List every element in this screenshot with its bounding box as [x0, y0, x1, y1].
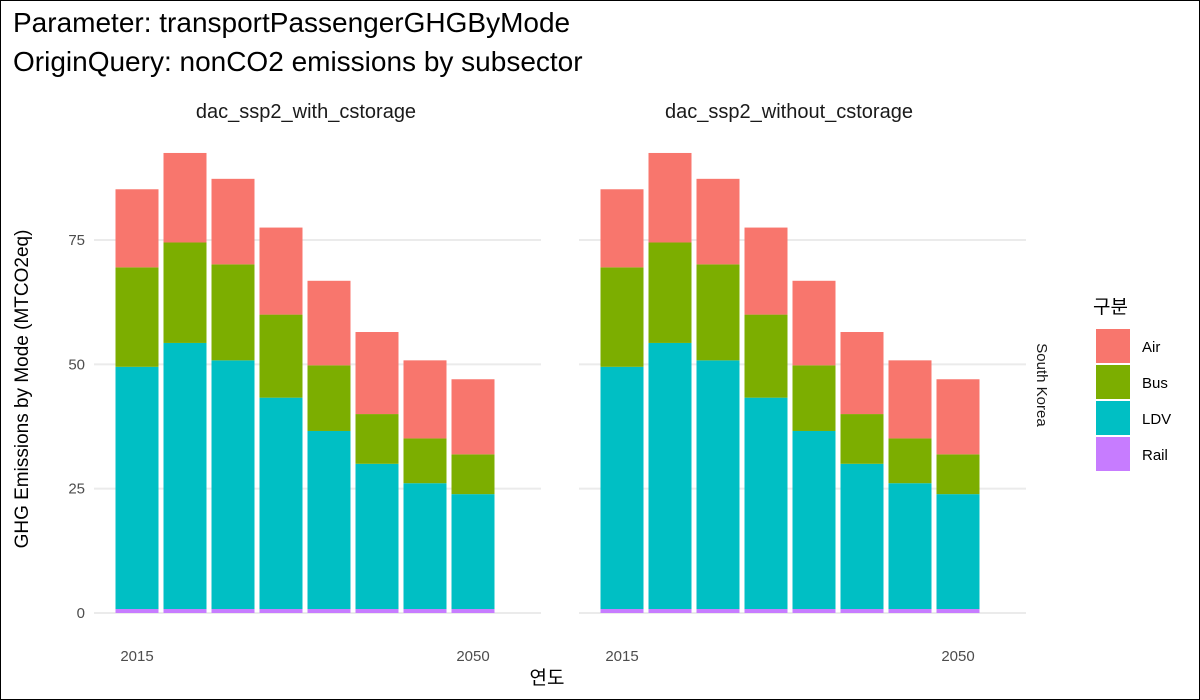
- bar-bus-2040-panel2: [840, 414, 884, 464]
- bar-air-2040-panel1: [355, 332, 399, 415]
- chart-title: Parameter: transportPassengerGHGByMode O…: [13, 7, 583, 77]
- bar-air-2035-panel1: [307, 280, 351, 366]
- bar-rail-2025-panel2: [696, 609, 740, 613]
- bar-rail-2015-panel1: [115, 609, 159, 613]
- legend: 구분 Air Bus LDV Rail: [1093, 297, 1171, 471]
- bar-air-2050-panel2: [936, 379, 980, 455]
- bar-rail-2030-panel1: [259, 609, 303, 613]
- bar-air-2045-panel1: [403, 360, 447, 439]
- bar-air-2025-panel1: [211, 178, 255, 265]
- bar-bus-2040-panel1: [355, 414, 399, 464]
- bar-rail-2040-panel2: [840, 609, 884, 613]
- bar-air-2030-panel1: [259, 227, 303, 315]
- bar-bus-2030-panel1: [259, 314, 303, 398]
- x-tick-label-2050-panel2: 2050: [941, 648, 974, 665]
- bar-ldv-2040-panel1: [355, 463, 399, 610]
- bar-air-2050-panel1: [451, 379, 495, 455]
- legend-label-air: Air: [1142, 339, 1160, 356]
- bar-ldv-2025-panel2: [696, 360, 740, 610]
- bars: [115, 152, 980, 613]
- y-axis-ticks: 0 25 50 75: [68, 232, 85, 622]
- bar-bus-2045-panel1: [403, 438, 447, 484]
- bar-rail-2020-panel1: [163, 609, 207, 613]
- bar-bus-2035-panel2: [792, 365, 836, 431]
- bar-ldv-2040-panel2: [840, 463, 884, 610]
- x-tick-label-2050-panel1: 2050: [456, 648, 489, 665]
- bar-rail-2045-panel1: [403, 609, 447, 613]
- bar-bus-2015-panel1: [115, 267, 159, 367]
- legend-swatch-air: [1096, 329, 1130, 363]
- y-tick-label-75: 75: [68, 232, 85, 249]
- bar-bus-2050-panel2: [936, 454, 980, 495]
- bar-rail-2035-panel2: [792, 609, 836, 613]
- row-strip-label: South Korea: [1033, 343, 1050, 427]
- bar-air-2020-panel2: [648, 152, 692, 243]
- x-axis-title: 연도: [530, 667, 565, 689]
- bar-bus-2015-panel2: [600, 267, 644, 367]
- bar-bus-2025-panel1: [211, 264, 255, 361]
- legend-swatch-rail: [1096, 437, 1130, 471]
- bar-ldv-2050-panel2: [936, 494, 980, 610]
- bar-ldv-2050-panel1: [451, 494, 495, 610]
- bar-ldv-2025-panel1: [211, 360, 255, 610]
- bar-ldv-2030-panel2: [744, 397, 788, 610]
- bar-air-2040-panel2: [840, 332, 884, 415]
- bar-rail-2045-panel2: [888, 609, 932, 613]
- y-axis-title: GHG Emissions by Mode (MTCO2eq): [12, 230, 33, 549]
- legend-label-rail: Rail: [1142, 447, 1168, 464]
- bar-ldv-2020-panel2: [648, 342, 692, 610]
- bar-ldv-2020-panel1: [163, 342, 207, 610]
- y-tick-label-0: 0: [77, 605, 85, 622]
- bar-ldv-2035-panel1: [307, 430, 351, 610]
- bar-rail-2040-panel1: [355, 609, 399, 613]
- bar-air-2025-panel2: [696, 178, 740, 265]
- legend-swatch-ldv: [1096, 401, 1130, 435]
- bar-rail-2030-panel2: [744, 609, 788, 613]
- bar-rail-2050-panel1: [451, 609, 495, 613]
- bar-air-2035-panel2: [792, 280, 836, 366]
- bar-ldv-2035-panel2: [792, 430, 836, 610]
- bar-bus-2030-panel2: [744, 314, 788, 398]
- bar-ldv-2045-panel1: [403, 483, 447, 610]
- bar-bus-2020-panel1: [163, 242, 207, 343]
- bar-air-2030-panel2: [744, 227, 788, 315]
- panel-title-2: dac_ssp2_without_cstorage: [665, 101, 913, 123]
- bar-air-2015-panel1: [115, 189, 159, 268]
- bar-rail-2035-panel1: [307, 609, 351, 613]
- x-axis-ticks: 2015 2050 2015 2050: [120, 648, 974, 665]
- legend-label-ldv: LDV: [1142, 411, 1171, 428]
- y-tick-label-25: 25: [68, 481, 85, 498]
- bar-bus-2020-panel2: [648, 242, 692, 343]
- bar-air-2015-panel2: [600, 189, 644, 268]
- legend-swatch-bus: [1096, 365, 1130, 399]
- x-tick-label-2015-panel2: 2015: [605, 648, 638, 665]
- bar-ldv-2015-panel2: [600, 366, 644, 610]
- bar-air-2020-panel1: [163, 152, 207, 243]
- bar-bus-2050-panel1: [451, 454, 495, 495]
- bar-bus-2045-panel2: [888, 438, 932, 484]
- panel-title-1: dac_ssp2_with_cstorage: [196, 101, 416, 123]
- bar-ldv-2045-panel2: [888, 483, 932, 610]
- bar-bus-2025-panel2: [696, 264, 740, 361]
- bar-rail-2020-panel2: [648, 609, 692, 613]
- legend-title: 구분: [1093, 297, 1128, 318]
- bar-rail-2015-panel2: [600, 609, 644, 613]
- x-tick-label-2015-panel1: 2015: [120, 648, 153, 665]
- y-tick-label-50: 50: [68, 356, 85, 373]
- bar-bus-2035-panel1: [307, 365, 351, 431]
- bar-air-2045-panel2: [888, 360, 932, 439]
- bar-ldv-2015-panel1: [115, 366, 159, 610]
- title-line-1: Parameter: transportPassengerGHGByMode: [13, 7, 570, 38]
- title-line-2: OriginQuery: nonCO2 emissions by subsect…: [13, 46, 583, 77]
- legend-label-bus: Bus: [1142, 375, 1168, 392]
- bar-rail-2025-panel1: [211, 609, 255, 613]
- bar-ldv-2030-panel1: [259, 397, 303, 610]
- bar-rail-2050-panel2: [936, 609, 980, 613]
